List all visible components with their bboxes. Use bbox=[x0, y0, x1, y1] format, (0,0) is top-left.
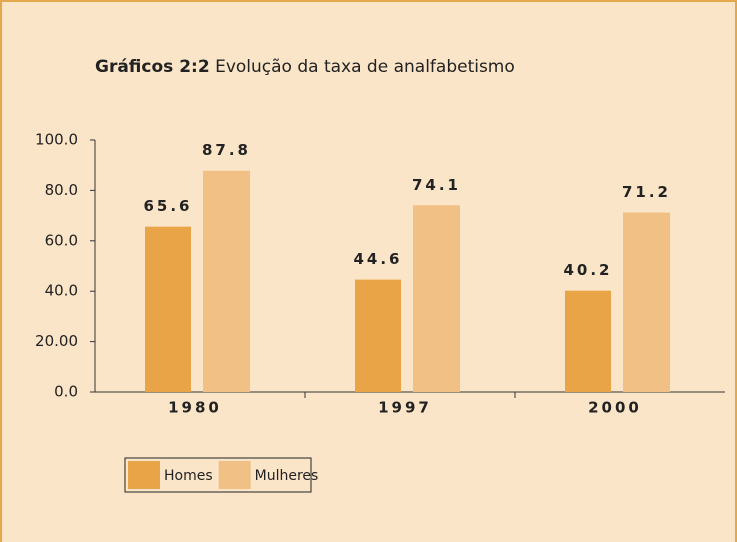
figure-label: Gráficos 2:2 bbox=[95, 57, 210, 77]
value-label: 44.6 bbox=[353, 250, 402, 268]
y-tick-label: 40.0 bbox=[45, 282, 78, 300]
y-tick-label: 60.0 bbox=[45, 231, 78, 249]
value-label: 40.2 bbox=[563, 261, 612, 279]
x-tick-label: 1980 bbox=[168, 399, 222, 417]
legend-swatch bbox=[218, 461, 251, 489]
legend-label: Mulheres bbox=[255, 468, 319, 484]
value-label: 65.6 bbox=[143, 197, 192, 215]
y-tick-label: 0.0 bbox=[54, 383, 78, 401]
legend-box bbox=[124, 457, 312, 493]
y-tick-label: 80.0 bbox=[45, 181, 78, 199]
value-label: 74.1 bbox=[412, 176, 461, 194]
value-label: 71.2 bbox=[622, 183, 671, 201]
legend-label: Homes bbox=[164, 468, 213, 484]
y-tick-label: 100.0 bbox=[35, 131, 78, 149]
bar bbox=[355, 279, 401, 392]
value-label: 87.8 bbox=[202, 141, 251, 159]
bar bbox=[565, 290, 611, 392]
bar bbox=[203, 170, 250, 392]
bar bbox=[623, 212, 670, 392]
legend-swatch bbox=[128, 461, 160, 489]
x-tick-label: 2000 bbox=[588, 399, 642, 417]
y-tick-label: 20.00 bbox=[35, 332, 78, 350]
bar bbox=[145, 226, 191, 392]
x-tick-label: 1997 bbox=[378, 399, 432, 417]
chart-title: Gráficos 2:2 Evolução da taxa de analfab… bbox=[95, 57, 515, 77]
title-text: Evolução da taxa de analfabetismo bbox=[215, 57, 515, 77]
bar bbox=[413, 205, 460, 392]
